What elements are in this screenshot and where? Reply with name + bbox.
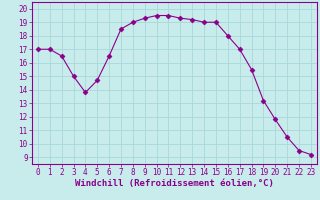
X-axis label: Windchill (Refroidissement éolien,°C): Windchill (Refroidissement éolien,°C) (75, 179, 274, 188)
